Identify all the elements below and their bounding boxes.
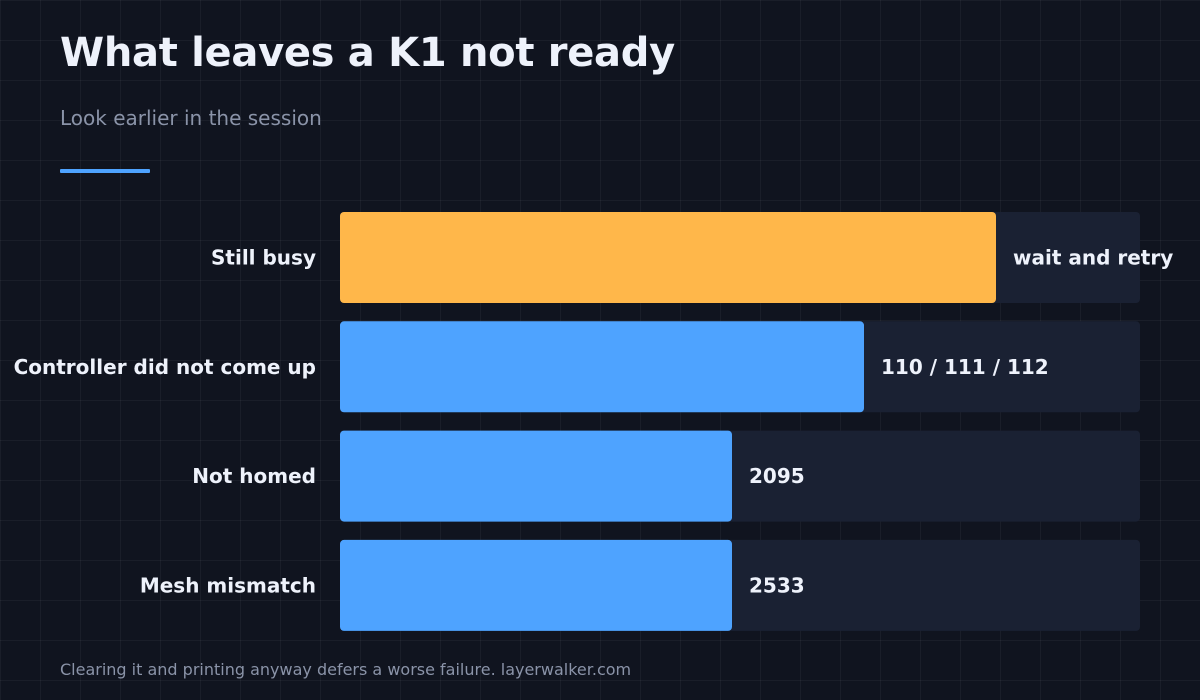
value-label: wait and retry — [1013, 246, 1173, 270]
value-label: 2533 — [749, 573, 805, 597]
bar — [340, 212, 996, 303]
value-label: 2095 — [749, 464, 805, 488]
chart-subtitle: Look earlier in the session — [60, 106, 322, 130]
footer-note: Clearing it and printing anyway defers a… — [60, 660, 632, 679]
category-label: Mesh mismatch — [140, 573, 316, 597]
chart-title: What leaves a K1 not ready — [60, 30, 675, 76]
accent-rule — [60, 169, 150, 173]
bar — [340, 539, 732, 631]
bar — [340, 430, 732, 522]
category-label: Not homed — [192, 464, 316, 488]
value-label: 110 / 111 / 112 — [881, 355, 1049, 379]
category-label: Controller did not come up — [14, 355, 316, 379]
bar — [340, 321, 864, 413]
category-label: Still busy — [211, 246, 316, 270]
